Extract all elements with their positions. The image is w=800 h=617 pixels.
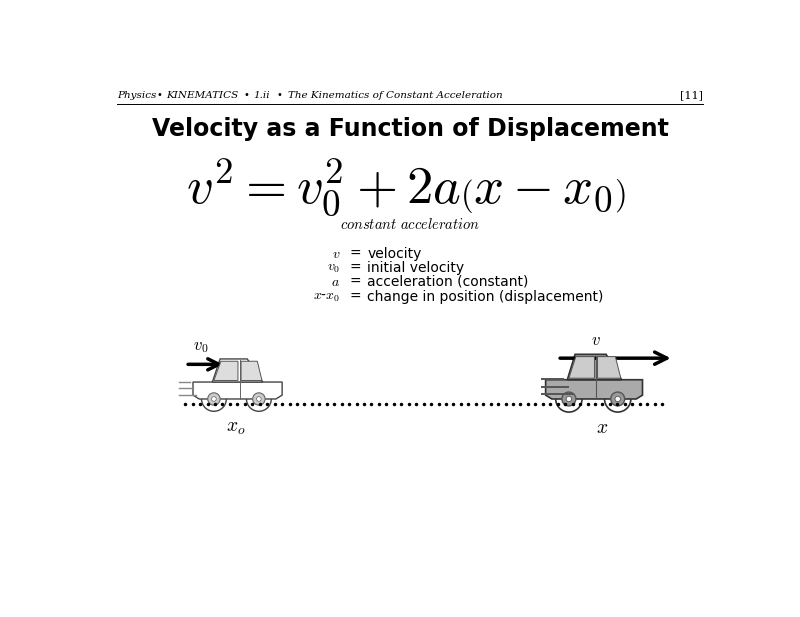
Text: velocity: velocity	[367, 247, 422, 261]
Polygon shape	[546, 379, 642, 399]
Text: $v^{2} = v_{0}^{2} + 2a\left(x - x_{0}\right)$: $v^{2} = v_{0}^{2} + 2a\left(x - x_{0}\r…	[186, 157, 626, 218]
Text: Velocity as a Function of Displacement: Velocity as a Function of Displacement	[151, 117, 669, 141]
Text: $\mathit{v}$: $\mathit{v}$	[332, 247, 340, 261]
Text: =: =	[350, 247, 362, 261]
Text: KINEMATICS: KINEMATICS	[166, 91, 238, 100]
Circle shape	[257, 397, 261, 401]
Text: [11]: [11]	[680, 90, 703, 100]
Polygon shape	[214, 361, 238, 381]
Circle shape	[610, 392, 625, 406]
Circle shape	[246, 387, 271, 412]
Text: •: •	[157, 90, 162, 100]
Text: $\mathit{constant\ acceleration}$: $\mathit{constant\ acceleration}$	[340, 217, 480, 232]
Text: $\mathit{a}$: $\mathit{a}$	[331, 275, 340, 289]
Circle shape	[615, 396, 621, 402]
Circle shape	[605, 386, 631, 412]
Text: initial velocity: initial velocity	[367, 261, 465, 275]
Circle shape	[211, 397, 216, 401]
Text: $\mathit{v}_{0}$: $\mathit{v}_{0}$	[327, 261, 340, 275]
Text: Physics: Physics	[117, 91, 157, 100]
Text: The Kinematics of Constant Acceleration: The Kinematics of Constant Acceleration	[287, 91, 502, 100]
Text: •: •	[243, 90, 250, 100]
Text: acceleration (constant): acceleration (constant)	[367, 275, 529, 289]
Polygon shape	[569, 357, 594, 378]
Circle shape	[566, 396, 571, 402]
Circle shape	[208, 393, 220, 405]
Text: $\mathit{v}_0$: $\mathit{v}_0$	[193, 337, 209, 355]
Polygon shape	[567, 354, 622, 379]
Text: •: •	[277, 90, 282, 100]
Text: $\mathit{x}$-$\mathit{x}_{0}$: $\mathit{x}$-$\mathit{x}_{0}$	[313, 289, 340, 304]
Circle shape	[202, 387, 226, 412]
Polygon shape	[212, 359, 262, 382]
Text: $\mathit{x}_{o}$: $\mathit{x}_{o}$	[226, 418, 246, 437]
Text: $\mathit{x}$: $\mathit{x}$	[596, 418, 608, 437]
Polygon shape	[598, 357, 621, 378]
Text: $\mathit{v}$: $\mathit{v}$	[591, 331, 601, 349]
Polygon shape	[241, 361, 262, 381]
Circle shape	[562, 392, 576, 406]
Text: 1.ii: 1.ii	[254, 91, 270, 100]
Circle shape	[556, 386, 582, 412]
Text: change in position (displacement): change in position (displacement)	[367, 289, 604, 304]
Text: =: =	[350, 289, 362, 304]
Text: =: =	[350, 275, 362, 289]
Polygon shape	[193, 382, 282, 399]
Text: =: =	[350, 261, 362, 275]
Circle shape	[253, 393, 265, 405]
